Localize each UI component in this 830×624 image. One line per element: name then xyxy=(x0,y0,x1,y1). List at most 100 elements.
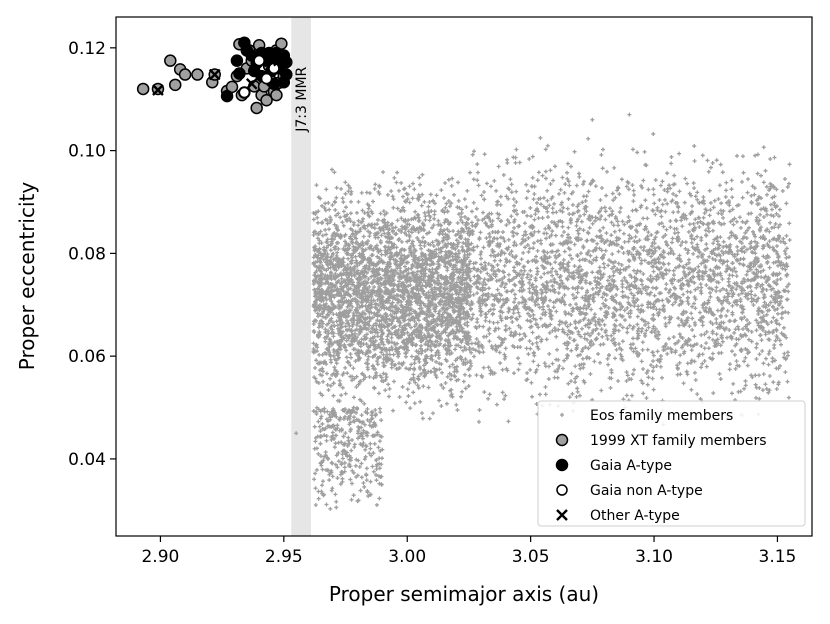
eos-point xyxy=(389,321,394,326)
eos-point xyxy=(593,184,598,189)
eos-point xyxy=(695,392,700,397)
eos-point xyxy=(331,393,336,398)
eos-point xyxy=(344,205,349,210)
eos-point xyxy=(625,330,630,335)
eos-point xyxy=(653,212,658,217)
eos-point xyxy=(560,175,565,180)
eos-point xyxy=(603,248,608,253)
eos-point xyxy=(391,205,396,210)
eos-point xyxy=(624,393,629,398)
eos-point xyxy=(407,333,412,338)
eos-point xyxy=(494,402,499,407)
eos-point xyxy=(359,190,364,195)
eos-point xyxy=(500,230,505,235)
eos-point xyxy=(646,187,651,192)
eos-point xyxy=(361,234,366,239)
eos-point xyxy=(470,152,475,157)
eos-point xyxy=(708,290,713,295)
eos-point xyxy=(444,401,449,406)
eos-point xyxy=(543,169,548,174)
eos-point xyxy=(572,264,577,269)
eos-point xyxy=(497,350,502,355)
eos-point xyxy=(558,187,563,192)
eos-point xyxy=(658,354,663,359)
eos-point xyxy=(573,380,578,385)
eos-point xyxy=(567,212,572,217)
eos-point xyxy=(414,342,419,347)
eos-point xyxy=(417,218,422,223)
eos-point xyxy=(436,218,441,223)
eos-point xyxy=(495,320,500,325)
eos-point xyxy=(463,386,468,391)
eos-point xyxy=(372,186,377,191)
eos-point xyxy=(780,188,785,193)
eos-point xyxy=(315,220,320,225)
eos-point xyxy=(408,406,413,411)
eos-point xyxy=(417,175,422,180)
eos-point xyxy=(340,372,345,377)
eos-point xyxy=(745,177,750,182)
eos-point xyxy=(655,349,660,354)
eos-point xyxy=(721,239,726,244)
eos-point xyxy=(547,298,552,303)
eos-point xyxy=(553,260,558,265)
eos-point xyxy=(476,218,481,223)
eos-point xyxy=(743,379,748,384)
eos-point xyxy=(693,378,698,383)
eos-point xyxy=(691,181,696,186)
eos-point xyxy=(504,223,509,228)
eos-point xyxy=(331,381,336,386)
eos-point xyxy=(619,177,624,182)
eos-point xyxy=(443,380,448,385)
eos-point xyxy=(552,326,557,331)
eos-point xyxy=(725,308,730,313)
eos-point xyxy=(454,238,459,243)
eos-point xyxy=(471,312,476,317)
eos-point xyxy=(512,225,517,230)
eos-point xyxy=(522,221,527,226)
eos-point xyxy=(351,222,356,227)
eos-point xyxy=(570,292,575,297)
eos-point xyxy=(613,356,618,361)
eos-point xyxy=(445,268,450,273)
eos-point xyxy=(351,395,356,400)
eos-point xyxy=(387,386,392,391)
eos-point xyxy=(689,240,694,245)
eos-point xyxy=(455,408,460,413)
eos-point xyxy=(377,284,382,289)
eos-point xyxy=(324,371,329,376)
eos-point xyxy=(734,359,739,364)
eos-point xyxy=(348,211,353,216)
eos-point xyxy=(732,330,737,335)
eos-point xyxy=(402,247,407,252)
eos-point xyxy=(751,302,756,307)
eos-point xyxy=(530,154,535,159)
eos-point xyxy=(471,292,476,297)
eos-point xyxy=(389,189,394,194)
eos-point xyxy=(744,318,749,323)
eos-point xyxy=(454,402,459,407)
eos-point xyxy=(678,353,683,358)
eos-point xyxy=(498,258,503,263)
eos-point xyxy=(530,330,535,335)
eos-point xyxy=(734,153,739,158)
eos-point xyxy=(686,257,691,262)
eos-point xyxy=(423,217,428,222)
eos-point xyxy=(531,241,536,246)
eos-point xyxy=(692,237,697,242)
eos-point xyxy=(787,221,792,226)
eos-point xyxy=(700,323,705,328)
eos-point xyxy=(617,192,622,197)
eos-point xyxy=(740,179,745,184)
eos-point xyxy=(471,261,476,266)
eos-point xyxy=(535,266,540,271)
eos-point xyxy=(708,165,713,170)
eos-point xyxy=(364,342,369,347)
eos-point xyxy=(373,182,378,187)
eos-point xyxy=(543,176,548,181)
eos-point xyxy=(334,195,339,200)
eos-point xyxy=(468,170,473,175)
eos-point xyxy=(707,335,712,340)
eos-point xyxy=(695,234,700,239)
eos-point xyxy=(469,209,474,214)
